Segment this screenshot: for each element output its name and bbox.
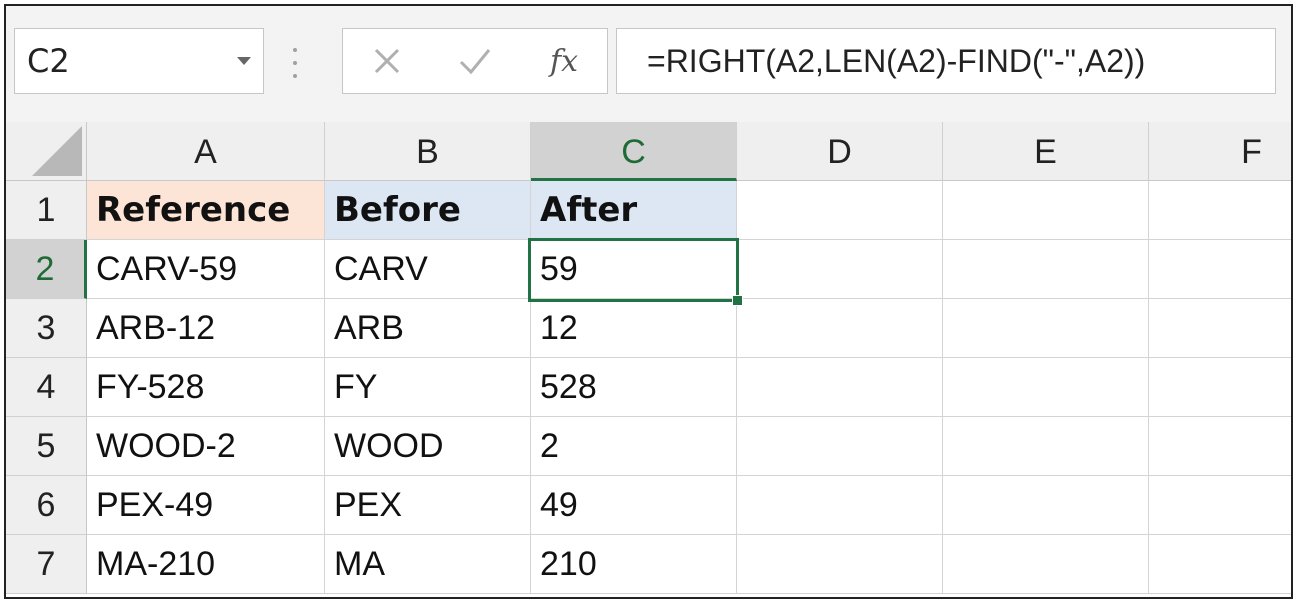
select-all-icon [32, 126, 82, 176]
cell-f2[interactable] [1149, 240, 1291, 299]
cell-f1[interactable] [1149, 181, 1291, 240]
row-header-6[interactable]: 6 [6, 476, 87, 535]
row-header-4[interactable]: 4 [6, 358, 87, 417]
cell-c6[interactable]: 49 [531, 476, 737, 535]
cell-d6[interactable] [737, 476, 943, 535]
cell-f6[interactable] [1149, 476, 1291, 535]
cell-d5[interactable] [737, 417, 943, 476]
fill-handle[interactable] [732, 295, 743, 306]
cell-d2[interactable] [737, 240, 943, 299]
column-header-e[interactable]: E [943, 122, 1149, 181]
cell-a5[interactable]: WOOD-2 [87, 417, 325, 476]
row-header-3[interactable]: 3 [6, 299, 87, 358]
cell-c1[interactable]: After [531, 181, 737, 240]
select-all-button[interactable] [6, 122, 87, 181]
column-header-f[interactable]: F [1149, 122, 1291, 181]
formula-bar-area: C2 fx =RIGHT(A2,LEN(A2)-FIND("-",A2)) [6, 6, 1291, 123]
cell-a6[interactable]: PEX-49 [87, 476, 325, 535]
cell-e5[interactable] [943, 417, 1149, 476]
name-box[interactable]: C2 [14, 28, 264, 94]
cell-c2[interactable]: 59 [531, 240, 737, 299]
cell-b4[interactable]: FY [325, 358, 531, 417]
cell-a3[interactable]: ARB-12 [87, 299, 325, 358]
chevron-down-icon[interactable] [237, 57, 251, 65]
row-header-2[interactable]: 2 [6, 240, 87, 299]
cell-e2[interactable] [943, 240, 1149, 299]
cell-a4[interactable]: FY-528 [87, 358, 325, 417]
cell-d4[interactable] [737, 358, 943, 417]
column-header-c[interactable]: C [531, 122, 737, 181]
row-header-7[interactable]: 7 [6, 535, 87, 594]
name-box-value: C2 [27, 42, 70, 80]
row-header-1[interactable]: 1 [6, 181, 87, 240]
cell-b6[interactable]: PEX [325, 476, 531, 535]
cell-d3[interactable] [737, 299, 943, 358]
cell-e6[interactable] [943, 476, 1149, 535]
cell-f7[interactable] [1149, 535, 1291, 594]
cell-a2[interactable]: CARV-59 [87, 240, 325, 299]
cell-b5[interactable]: WOOD [325, 417, 531, 476]
cell-b2[interactable]: CARV [325, 240, 531, 299]
cell-c4[interactable]: 528 [531, 358, 737, 417]
insert-function-icon[interactable]: fx [549, 43, 579, 79]
cell-f4[interactable] [1149, 358, 1291, 417]
cancel-icon[interactable] [367, 41, 407, 81]
cell-d1[interactable] [737, 181, 943, 240]
cell-f5[interactable] [1149, 417, 1291, 476]
cell-e1[interactable] [943, 181, 1149, 240]
cell-e7[interactable] [943, 535, 1149, 594]
cell-f3[interactable] [1149, 299, 1291, 358]
cell-b1[interactable]: Before [325, 181, 531, 240]
cell-a1[interactable]: Reference [87, 181, 325, 240]
cell-d7[interactable] [737, 535, 943, 594]
check-icon[interactable] [455, 41, 495, 81]
cell-c3[interactable]: 12 [531, 299, 737, 358]
cell-c5[interactable]: 2 [531, 417, 737, 476]
formula-buttons: fx [342, 28, 608, 94]
column-header-b[interactable]: B [325, 122, 531, 181]
cell-a7[interactable]: MA-210 [87, 535, 325, 594]
cell-e3[interactable] [943, 299, 1149, 358]
formula-text: =RIGHT(A2,LEN(A2)-FIND("-",A2)) [647, 43, 1146, 79]
drag-handle-icon[interactable] [292, 48, 298, 78]
column-header-a[interactable]: A [87, 122, 325, 181]
formula-input[interactable]: =RIGHT(A2,LEN(A2)-FIND("-",A2)) [616, 28, 1276, 94]
column-header-d[interactable]: D [737, 122, 943, 181]
row-header-5[interactable]: 5 [6, 417, 87, 476]
cell-e4[interactable] [943, 358, 1149, 417]
cell-b3[interactable]: ARB [325, 299, 531, 358]
cell-c7[interactable]: 210 [531, 535, 737, 594]
excel-window: C2 fx =RIGHT(A2,LEN(A2)-FIND("-",A2)) A … [4, 4, 1293, 599]
cell-b7[interactable]: MA [325, 535, 531, 594]
